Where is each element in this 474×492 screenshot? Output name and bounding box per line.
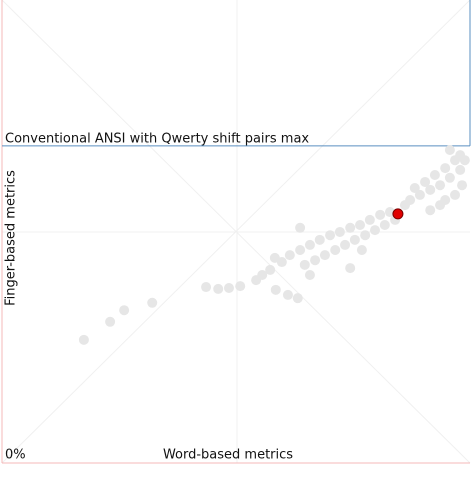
- point: [340, 239, 351, 250]
- point: [420, 176, 431, 187]
- y-axis-label: Finger-based metrics: [4, 170, 19, 306]
- point: [405, 195, 416, 206]
- point: [295, 222, 306, 233]
- point: [325, 230, 336, 241]
- point: [330, 245, 341, 256]
- point: [440, 195, 451, 206]
- point: [425, 205, 436, 216]
- point: [369, 225, 380, 236]
- point: [265, 264, 276, 275]
- guides: [1, 0, 471, 464]
- point: [269, 252, 280, 263]
- point: [355, 220, 366, 231]
- point: [379, 220, 390, 231]
- point: [223, 282, 234, 293]
- chart-title: Conventional ANSI with Qwerty shift pair…: [5, 132, 309, 147]
- point: [444, 172, 455, 183]
- point: [284, 250, 295, 261]
- point: [147, 297, 158, 308]
- point: [295, 245, 306, 256]
- point: [282, 289, 293, 300]
- point: [455, 150, 466, 161]
- diagonal: [1, 0, 471, 464]
- point: [425, 184, 436, 195]
- point: [364, 214, 375, 225]
- point: [292, 293, 303, 304]
- x-tick-label: 0%: [5, 448, 26, 463]
- point: [319, 250, 330, 261]
- point: [299, 259, 310, 270]
- point: [345, 263, 356, 274]
- point: [375, 209, 386, 220]
- point: [270, 284, 281, 295]
- point: [257, 270, 268, 281]
- x-axis-label: Word-based metrics: [163, 448, 293, 463]
- point: [314, 234, 325, 245]
- point: [450, 189, 461, 200]
- point: [349, 234, 360, 245]
- point: [304, 270, 315, 281]
- point: [414, 189, 425, 200]
- point: [105, 316, 116, 327]
- point: [356, 245, 367, 256]
- point: [78, 334, 89, 345]
- point: [304, 239, 315, 250]
- point: [360, 230, 371, 241]
- point: [455, 164, 466, 175]
- point: [440, 163, 451, 174]
- point: [310, 255, 321, 266]
- point: [235, 281, 246, 292]
- point: [213, 283, 224, 294]
- point: [409, 182, 420, 193]
- point: [444, 145, 455, 156]
- point: [334, 226, 345, 237]
- point: [201, 282, 212, 293]
- point: [345, 222, 356, 233]
- point: [119, 305, 130, 316]
- point: [429, 170, 440, 181]
- highlight-point: [392, 208, 404, 220]
- point: [435, 180, 446, 191]
- point: [457, 180, 468, 191]
